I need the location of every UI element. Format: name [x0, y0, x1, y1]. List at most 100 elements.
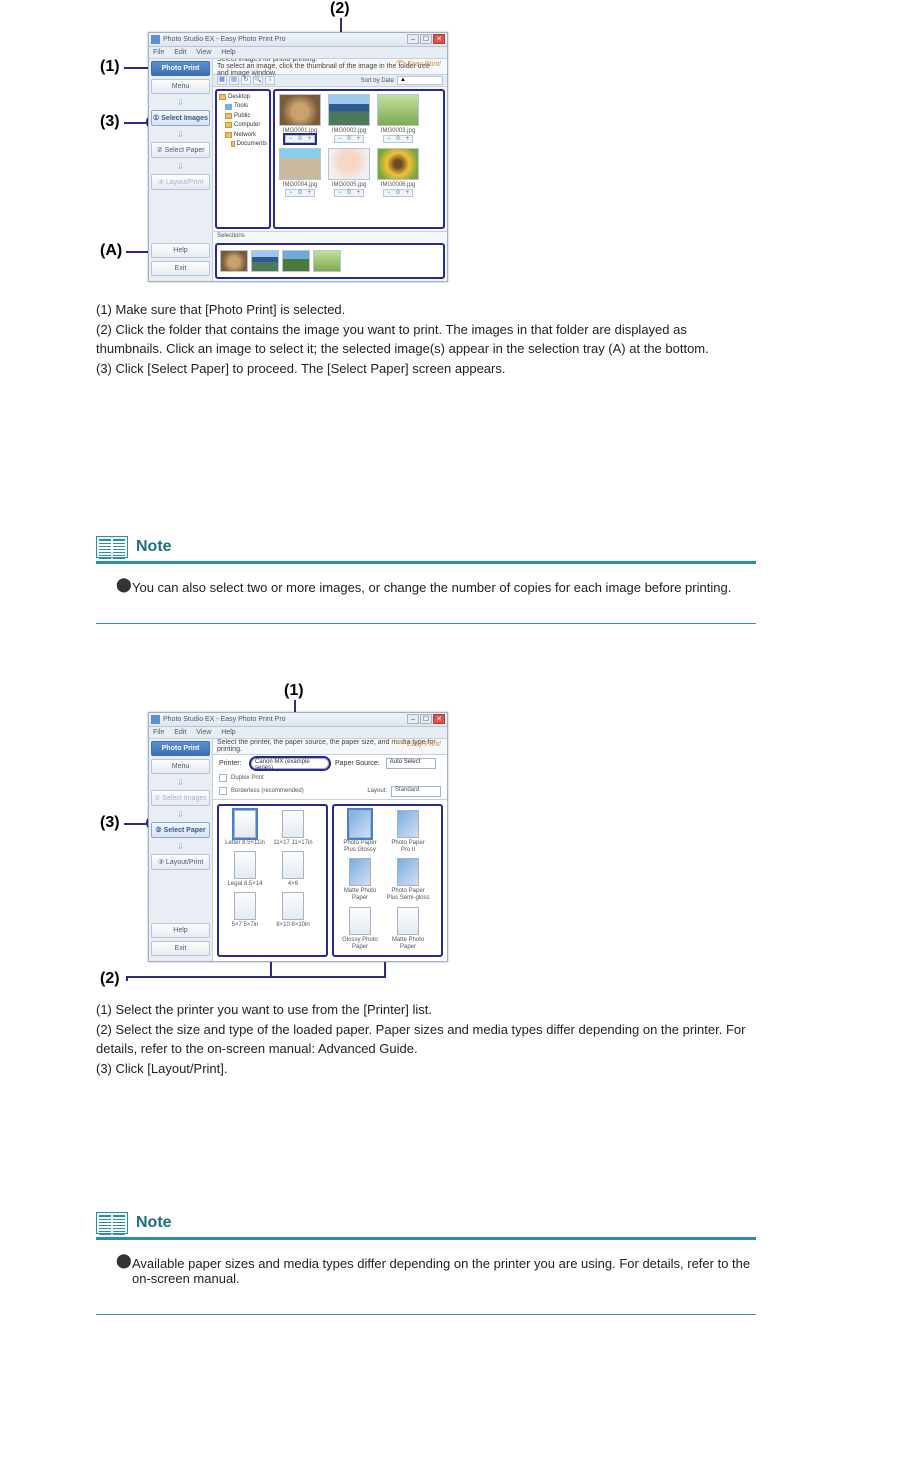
sidebar-exit[interactable]: Exit: [151, 941, 210, 956]
step-layout-print[interactable]: ③ Layout/Print: [151, 174, 210, 190]
ann3b-line: [124, 823, 146, 825]
thumbnail-copies[interactable]: −0+: [383, 135, 413, 143]
media-type-item[interactable]: Photo Paper Plus Semi-gloss: [386, 858, 430, 902]
minimize-button[interactable]: –: [407, 34, 419, 44]
mode-photo-print[interactable]: Photo Print: [151, 61, 210, 76]
paper-glyph: [282, 810, 304, 838]
duplex-checkbox[interactable]: [219, 774, 227, 782]
thumbnail-caption: IMG0001.jpg: [283, 128, 317, 134]
sidebar-help[interactable]: Help: [151, 923, 210, 938]
view-large-icon[interactable]: ▦: [217, 76, 227, 85]
menu-view[interactable]: View: [196, 729, 211, 736]
sidebar-help[interactable]: Help: [151, 243, 210, 258]
thumbnail[interactable]: IMG0001.jpg −0+: [278, 94, 322, 143]
close-button[interactable]: ✕: [433, 714, 445, 724]
maximize-button[interactable]: ☐: [420, 714, 432, 724]
media-type-item[interactable]: Glossy Photo Paper: [338, 907, 382, 951]
thumbnail[interactable]: IMG0006.jpg −0+: [376, 148, 420, 197]
maximize-button[interactable]: ☐: [420, 34, 432, 44]
rotate-icon[interactable]: ↻: [241, 76, 251, 85]
layout-select[interactable]: Standard: [391, 786, 441, 797]
thumbnail-copies[interactable]: −0+: [285, 189, 315, 197]
paper-size-caption: Legal 8.5×14: [228, 881, 263, 888]
folder-tree[interactable]: Desktop Tools Public Computer Network Do…: [215, 89, 271, 229]
step-select-paper[interactable]: ② Select Paper: [151, 822, 210, 838]
tree-node[interactable]: Network: [219, 131, 267, 139]
paper-size-item[interactable]: 5×7 5×7in: [223, 892, 267, 929]
sidebar-menu[interactable]: Menu: [151, 79, 210, 94]
source-select[interactable]: Auto Select: [386, 758, 436, 769]
paper-glyph: [397, 810, 419, 838]
layout-label: Layout:: [367, 788, 387, 794]
menu-help[interactable]: Help: [221, 729, 235, 736]
view-small-icon[interactable]: ▤: [229, 76, 239, 85]
menu-view[interactable]: View: [196, 49, 211, 56]
tray-item[interactable]: [313, 250, 341, 272]
thumbnail[interactable]: IMG0004.jpg −0+: [278, 148, 322, 197]
thumbnail[interactable]: IMG0003.jpg −0+: [376, 94, 420, 143]
step-select-images[interactable]: ① Select Images: [151, 110, 210, 126]
sidebar-menu[interactable]: Menu: [151, 759, 210, 774]
sidebar-exit[interactable]: Exit: [151, 261, 210, 276]
paper-size-caption: 4×6: [288, 881, 298, 888]
menu-file[interactable]: File: [153, 729, 164, 736]
media-type-item[interactable]: Matte Photo Paper: [338, 858, 382, 902]
close-button[interactable]: ✕: [433, 34, 445, 44]
media-type-item[interactable]: Photo Paper Plus Glossy: [338, 810, 382, 854]
thumbnail-image: [279, 94, 321, 126]
paper-glyph: [282, 892, 304, 920]
step-layout-print[interactable]: ③ Layout/Print: [151, 854, 210, 870]
paper-size-item[interactable]: 4×6: [271, 851, 315, 888]
menu-file[interactable]: File: [153, 49, 164, 56]
thumbnail[interactable]: IMG0002.jpg −0+: [327, 94, 371, 143]
thumbnail-copies[interactable]: −0+: [285, 135, 315, 143]
printer-row: Printer: Canon MX (example series) Paper…: [213, 755, 447, 772]
paper-size-pane: Letter 8.5×11in 11×17 11×17in Legal 8.5×…: [217, 804, 328, 957]
paper-size-caption: 5×7 5×7in: [232, 922, 259, 929]
note-body: You can also select two or more images, …: [96, 562, 756, 624]
titlebar: Photo Studio EX - Easy Photo Print Pro –…: [149, 33, 447, 47]
thumbnail-copies[interactable]: −0+: [383, 189, 413, 197]
thumbnail-image: [377, 148, 419, 180]
tray-item[interactable]: [251, 250, 279, 272]
thumbnail-copies[interactable]: −0+: [334, 189, 364, 197]
duplex-label: Duplex Print: [231, 775, 264, 781]
printer-select[interactable]: Canon MX (example series): [251, 758, 329, 769]
menu-edit[interactable]: Edit: [174, 729, 186, 736]
content-hint-bar: Select images for photo printing. To sel…: [213, 59, 447, 75]
paper-size-item[interactable]: 8×10 8×10in: [271, 892, 315, 929]
sort-select[interactable]: ▲: [397, 76, 443, 85]
annotation-A: (A): [100, 242, 122, 260]
folder-icon: [219, 94, 226, 100]
menu-help[interactable]: Help: [221, 49, 235, 56]
media-type-item[interactable]: Matte Photo Paper: [386, 907, 430, 951]
step-select-paper[interactable]: ② Select Paper: [151, 142, 210, 158]
tray-item[interactable]: [282, 250, 310, 272]
mode-photo-print[interactable]: Photo Print: [151, 741, 210, 756]
tree-node[interactable]: Desktop: [219, 93, 267, 101]
tree-node[interactable]: Computer: [219, 121, 267, 129]
paper-size-item[interactable]: Legal 8.5×14: [223, 851, 267, 888]
annotation-1b: (1): [284, 682, 304, 700]
note-title: Note: [136, 1214, 172, 1232]
thumbnail[interactable]: IMG0005.jpg −0+: [327, 148, 371, 197]
thumbnail-copies[interactable]: −0+: [334, 135, 364, 143]
app-window-select-paper: Photo Studio EX - Easy Photo Print Pro –…: [148, 712, 448, 962]
window-buttons: – ☐ ✕: [407, 714, 445, 724]
tree-node[interactable]: Public: [219, 112, 267, 120]
menubar: File Edit View Help: [149, 47, 447, 59]
paper-size-item[interactable]: 11×17 11×17in: [271, 810, 315, 847]
tree-node[interactable]: Tools: [219, 102, 267, 110]
paper-size-item[interactable]: Letter 8.5×11in: [223, 810, 267, 847]
minimize-button[interactable]: –: [407, 714, 419, 724]
menu-edit[interactable]: Edit: [174, 49, 186, 56]
zoom-icon[interactable]: 🔍: [253, 76, 263, 85]
tree-node[interactable]: Documents: [219, 140, 267, 148]
step-select-images[interactable]: ① Select Images: [151, 790, 210, 806]
media-type-item[interactable]: Photo Paper Pro II: [386, 810, 430, 854]
brand-label: Easy Print!: [395, 740, 441, 748]
borderless-checkbox[interactable]: [219, 787, 227, 795]
ann1-line: [124, 67, 150, 69]
info-icon[interactable]: i: [265, 76, 275, 85]
tray-item[interactable]: [220, 250, 248, 272]
